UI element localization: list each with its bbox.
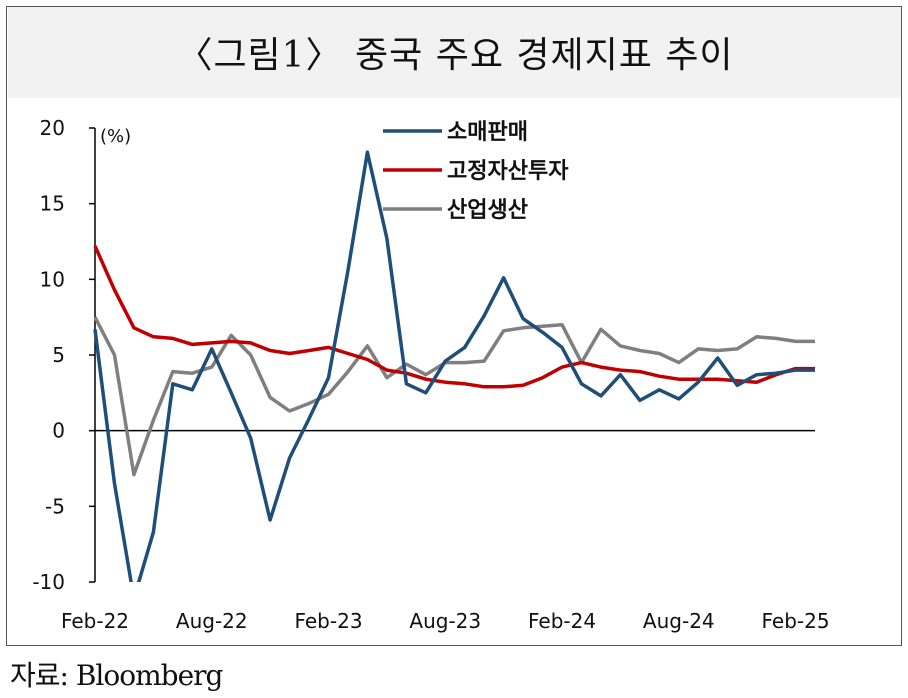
legend-label-3: 산업생산: [447, 198, 528, 223]
y-tick-label: -10: [32, 570, 65, 594]
title-bar: 〈그림1〉 중국 주요 경제지표 추이: [8, 6, 902, 98]
series-line-2: [93, 245, 815, 389]
y-unit-label: (%): [100, 126, 131, 147]
x-tick-label: Feb-22: [61, 609, 129, 633]
x-tick-label: Aug-23: [409, 609, 481, 633]
series-line-3: [93, 316, 815, 477]
y-tick-label: 10: [40, 267, 65, 291]
y-tick-label: 20: [40, 116, 65, 140]
series-line-1: [93, 150, 815, 582]
x-tick-label: Feb-23: [294, 609, 362, 633]
x-tick-label: Aug-24: [643, 609, 715, 633]
chart-title: 〈그림1〉 중국 주요 경제지표 추이: [176, 35, 734, 76]
source-note: 자료: Bloomberg: [10, 659, 223, 692]
x-tick-label: Feb-24: [528, 609, 596, 633]
x-tick-label: Feb-25: [762, 609, 830, 633]
y-tick-label: 15: [40, 192, 65, 216]
legend-label-1: 소매판매: [447, 120, 528, 145]
x-tick-label: Aug-22: [176, 609, 248, 633]
y-tick-label: 5: [52, 343, 65, 367]
y-tick-label: 0: [52, 419, 65, 443]
y-tick-label: -5: [45, 494, 65, 518]
legend-label-2: 고정자산투자: [447, 159, 569, 184]
